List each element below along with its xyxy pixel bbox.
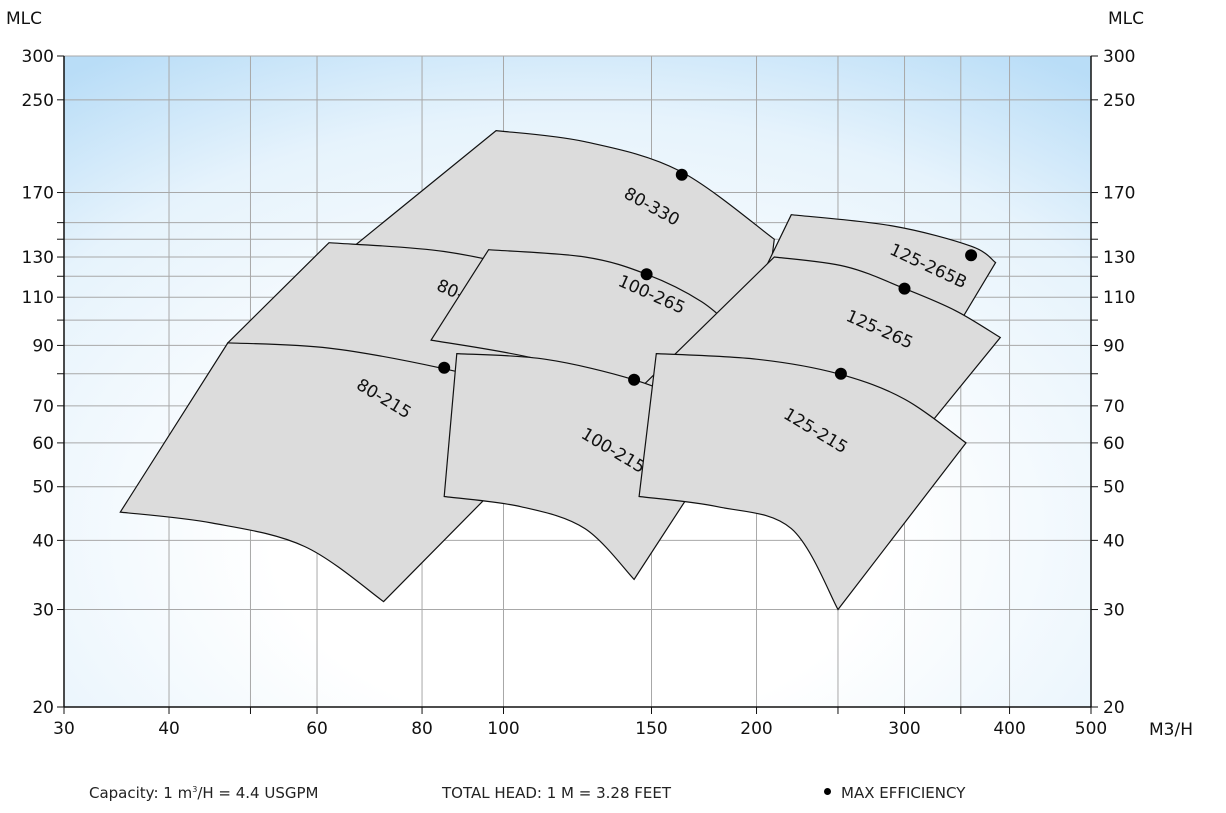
curve-area-125-215 [638,352,967,611]
y-tick-label-right: 130 [1103,248,1135,268]
y-tick-label-left: 70 [32,397,54,417]
y-tick-label-left: 110 [22,288,54,308]
x-tick-label: 500 [1075,719,1107,739]
axes [63,56,1092,708]
y-tick-label-right: 250 [1103,91,1135,111]
y-tick-label-right: 40 [1103,531,1125,551]
max-efficiency-icon [824,788,831,795]
y-tick-label-right: 30 [1103,601,1125,621]
footer-total-head: TOTAL HEAD: 1 M = 3.28 FEET [442,784,672,802]
curve-125-215: 125-215 [638,352,967,611]
y-tick-label-left: 20 [32,698,54,718]
x-tick-label: 150 [635,719,667,739]
y-tick-label-right: 90 [1103,336,1125,356]
y-tick-label-left: 250 [22,91,54,111]
x-tick-label: 30 [53,719,75,739]
y-unit-right: MLC [1108,9,1144,29]
y-tick-label-right: 20 [1103,698,1125,718]
y-tick-label-left: 60 [32,434,54,454]
x-tick-label: 60 [306,719,328,739]
y-tick-label-right: 170 [1103,184,1135,204]
footer-capacity: Capacity: 1 m3/H = 4.4 USGPM [89,784,318,802]
capacity-prefix: Capacity: 1 m [89,784,193,802]
x-tick-label: 400 [993,719,1025,739]
curve-areas: 80-330125-265B80-265100-265125-26580-215… [119,129,1002,611]
max-efficiency-point-125-265 [898,282,911,295]
x-unit: M3/H [1149,720,1193,740]
max-efficiency-point-125-265b [965,249,978,262]
legend-label: MAX EFFICIENCY [841,784,966,802]
capacity-suffix: /H = 4.4 USGPM [197,784,319,802]
max-efficiency-point-80-330 [675,168,688,181]
y-tick-label-left: 170 [22,184,54,204]
x-tick-label: 80 [411,719,433,739]
y-tick-label-left: 40 [32,531,54,551]
y-tick-label-right: 110 [1103,288,1135,308]
max-efficiency-point-80-215 [438,361,451,374]
y-tick-label-left: 30 [32,601,54,621]
x-tick-label: 100 [487,719,519,739]
x-tick-label: 200 [740,719,772,739]
y-tick-label-right: 60 [1103,434,1125,454]
capacity-sup: 3 [192,785,198,794]
footer-legend: MAX EFFICIENCY [824,784,965,802]
y-tick-label-right: 300 [1103,47,1135,67]
max-efficiency-point-100-265 [640,268,653,281]
x-tick-label: 300 [888,719,920,739]
y-tick-label-left: 90 [32,336,54,356]
y-tick-label-left: 50 [32,478,54,498]
max-efficiency-point-100-215 [628,373,641,386]
x-tick-label: 40 [158,719,180,739]
y-tick-label-right: 70 [1103,397,1125,417]
y-tick-label-left: 130 [22,248,54,268]
y-tick-label-right: 50 [1103,478,1125,498]
y-unit-left: MLC [6,9,42,29]
y-tick-label-left: 300 [22,47,54,67]
max-efficiency-point-125-215 [834,367,847,380]
